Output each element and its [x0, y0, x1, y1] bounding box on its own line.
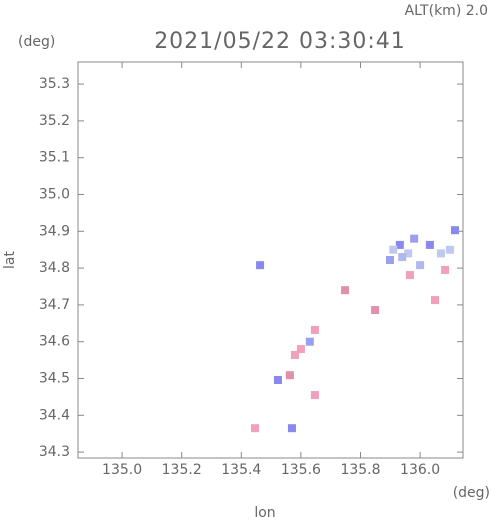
echo [371, 306, 380, 315]
echo [310, 391, 319, 400]
y-tick-label: 35.2 [39, 113, 70, 129]
y-tick-label: 35.0 [39, 186, 70, 202]
echo [410, 234, 419, 243]
echo [441, 265, 450, 274]
echo [430, 296, 439, 305]
echo [405, 271, 414, 280]
y-tick-label: 34.9 [39, 223, 70, 239]
echo [287, 424, 296, 433]
y-tick-label: 34.3 [39, 444, 70, 460]
echo [310, 325, 319, 334]
echo [285, 371, 294, 380]
echo [450, 226, 459, 235]
x-unit: (deg) [453, 485, 490, 501]
x-axis-label: lon [254, 505, 275, 521]
y-unit: (deg) [18, 34, 55, 50]
y-tick-label: 34.4 [39, 407, 70, 423]
echo [296, 345, 305, 354]
plot-frame [77, 61, 464, 459]
echo [256, 261, 265, 270]
echo [425, 240, 434, 249]
x-tick-label: 135.6 [281, 462, 321, 478]
y-tick-label: 34.7 [39, 297, 70, 313]
y-tick-label: 35.1 [39, 150, 70, 166]
echo [251, 424, 260, 433]
y-axis-label: lat [2, 251, 18, 269]
echo [416, 261, 425, 270]
x-tick-label: 135.0 [102, 462, 142, 478]
echo [398, 253, 407, 262]
y-tick-label: 34.6 [39, 334, 70, 350]
echo [436, 249, 445, 258]
echo [389, 245, 398, 254]
echo [273, 375, 282, 384]
altitude: ALT(km) 2.0 [405, 3, 488, 19]
echo [290, 350, 299, 359]
y-tick-label: 34.8 [39, 260, 70, 276]
chart-title: 2021/05/22 03:30:41 [154, 29, 406, 54]
echo [340, 286, 349, 295]
echo [404, 249, 413, 258]
y-tick-label: 34.5 [39, 371, 70, 387]
echo [385, 256, 394, 264]
echo [305, 337, 314, 346]
x-tick-label: 135.2 [162, 462, 202, 478]
x-tick-label: 136.0 [400, 462, 440, 478]
y-tick-label: 35.3 [39, 76, 70, 92]
x-tick-label: 135.4 [221, 462, 261, 478]
x-tick-label: 135.8 [340, 462, 380, 478]
echo [445, 245, 454, 254]
echo [395, 240, 404, 249]
